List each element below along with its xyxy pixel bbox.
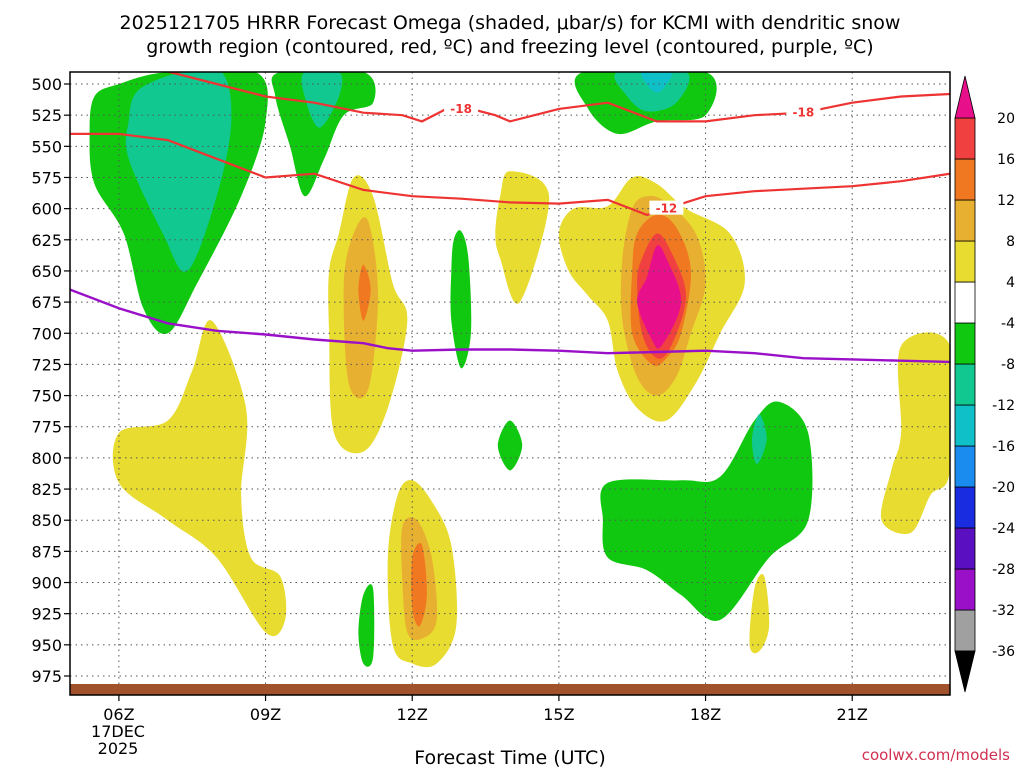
y-tick-label: 850 (31, 511, 62, 530)
colorbar-band (954, 199, 976, 242)
y-tick-label: 725 (31, 355, 62, 374)
colorbar-band (954, 322, 976, 365)
contour-label: -18 (792, 106, 814, 120)
contour-label-background (649, 200, 684, 215)
colorbar-tick-label: -4 (1001, 316, 1015, 332)
colorbar-band (954, 363, 976, 406)
colorbar-tick-label: 8 (1006, 234, 1015, 250)
omega-region-green-sliver-13z (450, 230, 472, 369)
colorbar-tick-label: 16 (997, 152, 1015, 168)
omega-region-yellow-right-edge (880, 332, 950, 534)
colorbar-tick-label: 12 (997, 193, 1015, 209)
colorbar-top-extension (954, 75, 976, 119)
omega-region-cyan-upper-right (641, 72, 672, 93)
x-tick-label: 21Z (837, 705, 868, 724)
y-tick-label: 525 (31, 106, 62, 125)
colorbar-band (954, 117, 976, 160)
y-tick-label: 825 (31, 480, 62, 499)
omega-region-yellow-lower-left (112, 320, 287, 637)
x-axis: 06Z 09Z 12Z 15Z 18Z 21Z (103, 695, 868, 724)
colorbar: -36 -32 -28 -24 -20 -16 -12 -8 -4 4 8 12 16 20 (954, 75, 1015, 693)
colorbar-tick-label: -32 (992, 603, 1015, 619)
colorbar-tick-label: -20 (992, 480, 1015, 496)
x-tick-label: 12Z (397, 705, 428, 724)
freezing-level-line (70, 288, 950, 364)
y-tick-label: 750 (31, 387, 62, 406)
y-tick-label: 550 (31, 137, 62, 156)
ground-surface (70, 684, 950, 695)
colorbar-bottom-extension (954, 650, 976, 693)
colorbar-tick-label: -8 (1001, 357, 1015, 373)
y-tick-label: 775 (31, 418, 62, 437)
x-tick-label: 15Z (543, 705, 574, 724)
date-year-label: 2025 (98, 739, 139, 758)
x-tick-label: 18Z (690, 705, 721, 724)
credit-link[interactable]: coolwx.com/models (862, 746, 1010, 764)
contour-label-background (786, 104, 821, 119)
omega-region-dark-orange-column-11z (358, 264, 371, 321)
colorbar-band (954, 527, 976, 570)
colorbar-band (954, 486, 976, 529)
chart-title-line2: growth region (contoured, red, ºC) and f… (146, 36, 873, 58)
y-tick-label: 925 (31, 605, 62, 624)
x-axis-title: Forecast Time (UTC) (414, 747, 605, 768)
y-tick-label: 575 (31, 168, 62, 187)
y-tick-label: 700 (31, 324, 62, 343)
colorbar-tick-label: 4 (1006, 275, 1015, 291)
dgz-contour-line (70, 132, 950, 217)
colorbar-band (954, 404, 976, 447)
contour-label: -12 (656, 202, 678, 216)
y-tick-label: 800 (31, 449, 62, 468)
omega-region-green-sliver-11z (358, 584, 375, 667)
plot-area: -18 -18 -12 (69, 71, 951, 696)
y-tick-label: 975 (31, 667, 62, 686)
omega-region-teal-upper-left (125, 72, 232, 272)
colorbar-tick-label: 20 (997, 111, 1015, 127)
y-tick-label: 650 (31, 262, 62, 281)
colorbar-band (954, 158, 976, 201)
colorbar-band (954, 240, 976, 283)
colorbar-tick-label: -28 (992, 562, 1015, 578)
colorbar-tick-label: -24 (992, 521, 1015, 537)
omega-shading-layer (89, 72, 950, 668)
y-tick-label: 675 (31, 293, 62, 312)
colorbar-band (954, 445, 976, 488)
y-tick-label: 625 (31, 231, 62, 250)
colorbar-band (954, 609, 976, 652)
y-tick-label: 950 (31, 636, 62, 655)
x-tick-label: 06Z (103, 705, 134, 724)
y-tick-label: 900 (31, 574, 62, 593)
colorbar-tick-label: -12 (992, 398, 1015, 414)
colorbar-band (954, 568, 976, 611)
date-day-label: 17DEC (91, 722, 145, 741)
contour-label-background (444, 100, 479, 115)
chart-title-line1: 2025121705 HRRR Forecast Omega (shaded, … (120, 12, 901, 34)
omega-region-dark-orange-lower-12z (411, 542, 427, 627)
colorbar-tick-label: -36 (992, 644, 1015, 660)
omega-region-yellow-sliver-14z (495, 171, 550, 304)
x-tick-label: 09Z (250, 705, 281, 724)
plot-frame (69, 71, 951, 696)
omega-region-teal-upper-right (614, 72, 690, 112)
y-tick-label: 500 (31, 75, 62, 94)
contour-layer: -18 -18 -12 (70, 72, 950, 364)
y-tick-label: 875 (31, 542, 62, 561)
omega-region-green-upper-mid (271, 72, 376, 197)
omega-region-yellow-small-19z (749, 574, 770, 654)
contour-label: -18 (450, 102, 472, 116)
colorbar-band (954, 281, 976, 324)
grid-layer (70, 72, 950, 695)
colorbar-tick-label: -16 (992, 439, 1015, 455)
omega-region-teal-upper-mid (301, 72, 343, 128)
y-axis: 500 525 550 575 600 625 650 675 700 725 750 775 800 8… (31, 75, 70, 686)
y-tick-label: 600 (31, 200, 62, 219)
